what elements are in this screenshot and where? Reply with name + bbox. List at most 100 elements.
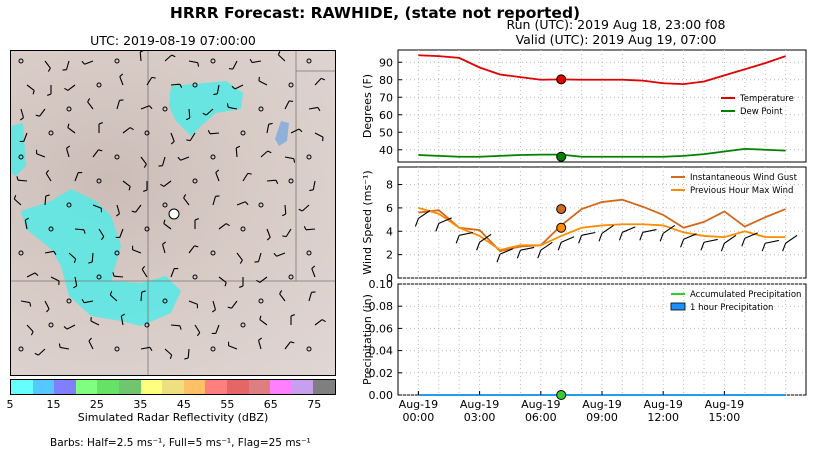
wind-barb-feather <box>183 194 187 199</box>
wind-barb-feather <box>30 331 34 336</box>
wind-barb-feather <box>282 235 287 238</box>
wind-barb <box>26 272 36 278</box>
wind-barb-feather <box>160 183 165 187</box>
wind-barb-feather <box>179 83 183 89</box>
x-tick-label: 15:00 <box>709 411 741 424</box>
wind-barb-feather <box>268 122 273 125</box>
wind-barb-feather <box>476 242 481 251</box>
calm-wind-marker <box>210 154 216 160</box>
chart-panel: 0 2 4 6 8 Wind Speed (ms⁻¹) Instantaneous Wind… <box>361 166 807 285</box>
current-time-marker <box>556 390 567 400</box>
wind-barb-feather <box>16 176 19 181</box>
calm-wind-marker <box>258 202 264 208</box>
wind-barb-feather <box>639 232 644 241</box>
wind-barb <box>242 173 249 182</box>
wind-barb-feather <box>239 285 244 288</box>
calm-wind-marker <box>144 322 150 328</box>
wind-barb-feather <box>259 315 262 320</box>
wind-barb <box>642 228 657 233</box>
wind-barb-feather <box>186 139 191 142</box>
wind-barb <box>499 248 514 255</box>
wind-barb-feather <box>112 272 115 277</box>
wind-barb-feather <box>128 186 131 191</box>
wind-barb <box>259 276 268 283</box>
calm-wind-marker <box>192 274 198 280</box>
x-tick-label: 06:00 <box>525 411 557 424</box>
wind-barb <box>45 173 52 182</box>
wind-barb-feather <box>100 236 105 241</box>
wind-barb-feather <box>34 272 39 276</box>
wind-barb-feather <box>194 245 199 248</box>
wind-barb-feather <box>741 238 746 247</box>
wind-barb <box>36 153 46 158</box>
wind-barb <box>228 345 238 350</box>
y-tick-label: 90 <box>379 56 393 69</box>
wind-barb <box>90 320 100 326</box>
x-tick-label: Aug-19 <box>521 398 560 411</box>
wind-barb-feather <box>213 93 218 96</box>
wind-barb-feather <box>163 219 166 224</box>
wind-barb-feather <box>19 117 24 121</box>
wind-barb-feather <box>226 103 229 108</box>
wind-barb-feather <box>131 210 136 213</box>
wind-barb <box>418 210 431 219</box>
series-line <box>418 198 786 253</box>
wind-barb <box>683 233 697 240</box>
wind-barb-feather <box>169 354 173 359</box>
wind-barb <box>765 239 780 244</box>
wind-barb <box>314 319 323 326</box>
wind-barb-feather <box>249 58 253 63</box>
wind-barb <box>703 238 718 243</box>
wind-barb-feather <box>47 93 52 96</box>
station-location-marker <box>168 208 180 220</box>
wind-barb <box>91 252 94 263</box>
series-line <box>418 54 786 86</box>
calm-wind-marker <box>306 346 312 352</box>
wind-barb <box>312 180 316 190</box>
calm-wind-marker <box>114 154 120 160</box>
calm-wind-marker <box>48 130 54 136</box>
wind-barb <box>170 83 181 86</box>
wind-barb-feather <box>598 233 603 242</box>
colorbar-segment <box>32 380 55 394</box>
wind-barb <box>44 250 54 254</box>
wind-barb <box>187 348 190 359</box>
y-tick-label: 80 <box>379 74 393 87</box>
wind-barb <box>257 252 262 262</box>
calm-wind-marker <box>48 322 54 328</box>
calm-wind-marker <box>144 226 150 232</box>
wind-barb-feather <box>73 258 77 263</box>
x-tick-label: Aug-19 <box>460 398 499 411</box>
x-tick-label: 03:00 <box>464 411 496 424</box>
wind-barb <box>279 293 286 302</box>
wind-barb <box>285 228 292 237</box>
legend: Temperature Dew Point <box>721 94 794 117</box>
wind-barb <box>479 233 492 243</box>
wind-barb-feather <box>67 123 70 128</box>
calm-wind-marker <box>18 250 24 256</box>
wind-barb <box>116 100 121 110</box>
run-time-label: Run (UTC): 2019 Aug 18, 23:00 f08 <box>506 17 726 32</box>
wind-barb-feather <box>151 76 156 79</box>
wind-barb-feather <box>235 145 241 149</box>
series-line <box>418 147 786 158</box>
wind-barb <box>68 252 77 260</box>
y-tick-label: 0.04 <box>369 345 394 358</box>
wind-barb <box>67 84 76 91</box>
wind-barb <box>183 197 190 206</box>
wind-barb <box>205 108 214 116</box>
radar-reflectivity-map <box>10 50 336 376</box>
wind-barb-feather <box>496 253 501 263</box>
calm-wind-marker <box>306 154 312 160</box>
legend-label: Dew Point <box>740 107 783 117</box>
calm-wind-marker <box>306 58 312 64</box>
y-tick-label: 6 <box>386 202 393 215</box>
wind-barb <box>170 132 175 142</box>
wind-barb <box>218 276 227 283</box>
y-axis-label: Wind Speed (ms⁻¹) <box>361 170 374 274</box>
colorbar-segment <box>270 380 292 394</box>
wind-barb <box>140 156 147 165</box>
wind-barb-feather <box>224 282 227 287</box>
calm-wind-marker <box>192 178 198 184</box>
wind-barb-feather <box>119 73 124 78</box>
